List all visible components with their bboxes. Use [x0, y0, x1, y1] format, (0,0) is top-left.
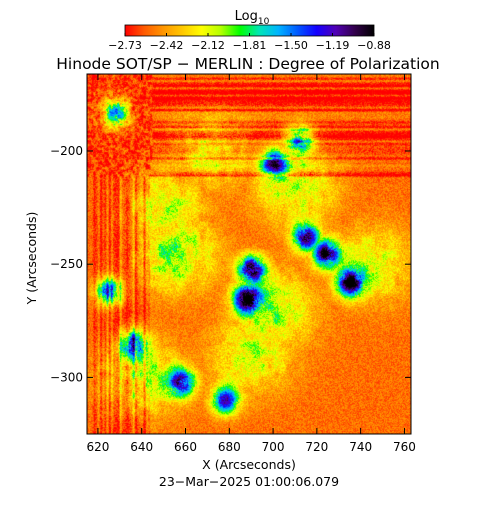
- colorbar-tick-label: −2.42: [150, 39, 184, 52]
- colorbar-tick-label: −1.81: [233, 39, 267, 52]
- y-tick-label: −200: [50, 144, 83, 158]
- colorbar-tick-label: −2.73: [108, 39, 142, 52]
- colorbar-tick-label: −1.50: [274, 39, 308, 52]
- chart-title: Hinode SOT/SP − MERLIN : Degree of Polar…: [56, 55, 439, 73]
- y-tick-label: −300: [50, 370, 83, 384]
- x-tick-label: 640: [130, 440, 153, 454]
- colorbar-label: Log10: [235, 9, 270, 27]
- x-tick-label: 700: [262, 440, 285, 454]
- colorbar-tick-label: −0.88: [357, 39, 391, 52]
- y-axis-ticks: −300 −250 −200: [50, 144, 411, 384]
- date-label: 23−Mar−2025 01:00:06.079: [159, 474, 339, 489]
- y-tick-label: −250: [50, 257, 83, 271]
- y-axis-label: Y (Arcseconds): [24, 212, 39, 306]
- x-tick-label: 740: [349, 440, 372, 454]
- x-axis-label: X (Arcseconds): [202, 457, 296, 472]
- x-tick-label: 660: [174, 440, 197, 454]
- x-tick-label: 720: [305, 440, 328, 454]
- x-axis-ticks: 620 640 660 680 700 720 740 760: [86, 74, 416, 454]
- colorbar-ticks: −2.73 −2.42 −2.12 −1.81 −1.50 −1.19 −0.88: [108, 33, 391, 52]
- plot-frame: [86, 73, 412, 435]
- x-tick-label: 760: [393, 440, 416, 454]
- colorbar-tick-label: −2.12: [191, 39, 225, 52]
- colorbar-tick-label: −1.19: [316, 39, 350, 52]
- x-tick-label: 620: [86, 440, 109, 454]
- x-tick-label: 680: [218, 440, 241, 454]
- polarization-heatmap: [87, 74, 411, 434]
